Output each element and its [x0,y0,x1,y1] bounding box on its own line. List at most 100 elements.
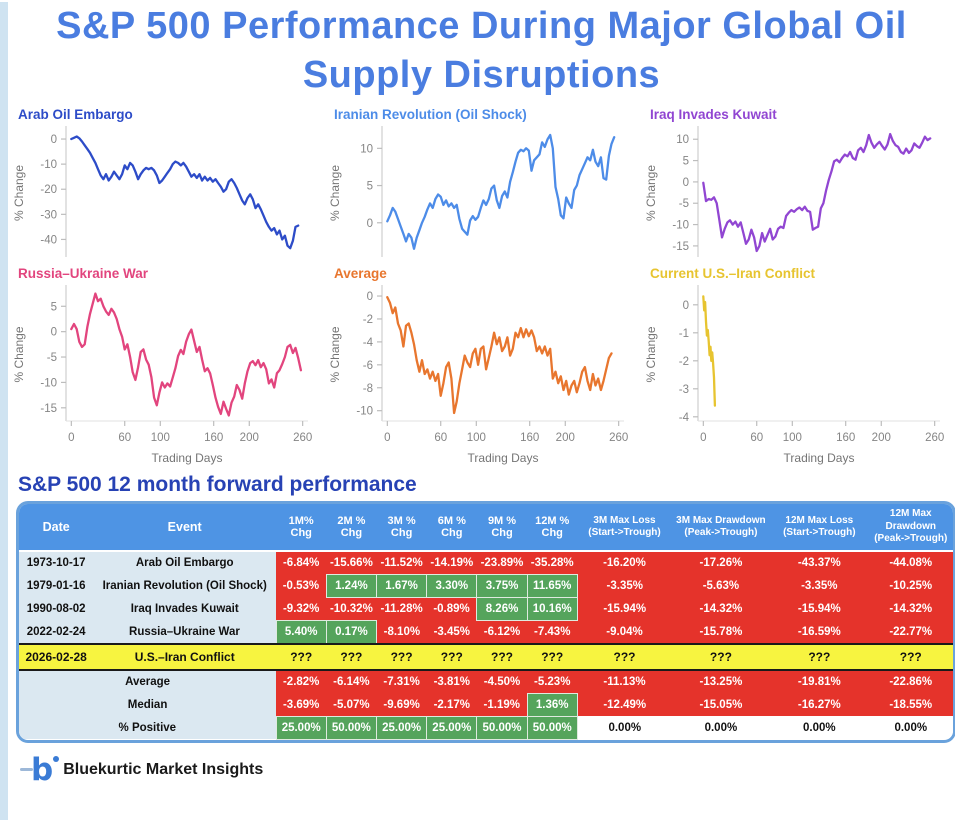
value-cell: -6.84% [276,550,327,575]
svg-text:160: 160 [520,432,539,444]
value-cell: 0.00% [671,716,771,740]
performance-table-wrap: Date Event 1M% Chg 2M % Chg 3M % Chg 6M % Chg… [16,501,955,743]
svg-text:0: 0 [683,177,689,189]
value-cell: -44.08% [868,550,953,575]
value-cell: 25.00% [375,715,428,740]
svg-text:% Change: % Change [12,326,26,382]
svg-text:0: 0 [700,432,706,444]
value-cell: -15.05% [671,693,771,717]
column-header: 3M Max Loss (Start->Trough) [577,504,672,552]
table-row: 1973-10-17 Arab Oil Embargo -6.84% -15.66% -… [19,550,953,575]
value-cell: -14.32% [671,597,771,621]
value-cell: -19.81% [770,669,869,694]
value-cell: 25.00% [275,715,327,740]
svg-text:100: 100 [467,432,486,444]
value-cell: 10.16% [526,596,578,621]
value-cell: -15.66% [326,550,377,575]
value-cell: -43.37% [770,550,869,575]
event-cell: U.S.–Iran Conflict [93,642,277,671]
table-row: 1990-08-02 Iraq Invades Kuwait -9.32% -10.3… [19,596,953,621]
value-cell: -2.17% [426,693,477,717]
svg-text:200: 200 [240,432,259,444]
iranian-revolution-line-chart: 0 5 10 % Change [328,126,616,258]
row-label-cell: Median [19,693,277,717]
svg-text:260: 260 [609,432,628,444]
value-cell: 0.17% [325,619,378,645]
value-cell: 0.00% [577,716,672,740]
table-row: Average -2.82% -6.14% -7.31% -3.81% -4.50% -5.… [19,669,953,694]
table-row: 1979-01-16 Iranian Revolution (Oil Shock)… [19,573,953,598]
chart-average: Average 0 -2 -4 -6 -8 -10 % Change 0 60 100 160 200… [326,264,642,469]
chart-title-average: Average [334,266,387,282]
svg-text:-8: -8 [363,383,373,395]
value-cell: -15.78% [671,620,771,644]
date-cell: 2022-02-24 [19,620,94,644]
page-title-line1: S&P 500 Performance During Major Global … [56,5,907,47]
svg-text:200: 200 [872,432,891,444]
column-header: 12M % Chg [527,504,578,552]
svg-text:5: 5 [367,181,373,193]
logo-dot [53,755,60,762]
svg-text:0: 0 [367,291,373,303]
row-label-cell: Average [19,669,277,694]
infographic-root: S&P 500 Performance During Major Global … [0,2,955,787]
svg-text:-4: -4 [363,337,374,349]
value-cell: -11.28% [376,597,427,621]
value-cell: 3.75% [476,573,528,598]
value-cell: 1.67% [375,573,428,598]
value-cell: 0.00% [770,716,869,740]
svg-text:% Change: % Change [644,165,658,221]
value-cell: 1.24% [325,573,378,598]
column-header: 9M % Chg [476,504,528,552]
value-cell: -16.27% [770,693,869,717]
svg-text:-10: -10 [356,406,373,418]
svg-text:0: 0 [683,300,689,312]
svg-text:-1: -1 [679,328,689,340]
value-cell: -3.45% [426,620,477,644]
svg-text:-5: -5 [47,352,57,364]
chart-title-iraq-invades-kuwait: Iraq Invades Kuwait [650,107,777,123]
value-cell: -1.19% [476,693,528,717]
value-cell: -13.25% [671,669,771,694]
value-cell: -9.04% [577,620,672,644]
value-cell: ??? [671,642,771,671]
value-cell: -16.59% [770,620,869,644]
svg-text:-4: -4 [679,412,690,424]
value-cell: 3.30% [426,573,478,598]
date-cell: 1973-10-17 [19,550,94,575]
value-cell: -6.12% [476,620,528,644]
value-cell: -0.89% [426,597,477,621]
svg-text:-15: -15 [672,241,689,253]
svg-text:% Change: % Change [644,326,658,382]
logo-letter-b: b [31,751,54,788]
page-title: S&P 500 Performance During Major Global … [34,2,929,99]
column-header: 12M Max Drawdown (Peak->Trough) [868,504,953,552]
value-cell: ??? [476,642,528,671]
column-header: 12M Max Loss (Start->Trough) [770,504,869,552]
value-cell: -3.81% [426,669,477,694]
chart-title-russia-ukraine-war: Russia–Ukraine War [18,266,149,282]
svg-text:-2: -2 [363,314,373,326]
svg-text:-5: -5 [679,198,689,210]
value-cell: -5.23% [527,669,578,694]
column-header: Date [19,504,94,552]
value-cell: -6.14% [326,669,377,694]
date-cell: 2026-02-28 [19,642,94,671]
chart-title-iranian-revolution: Iranian Revolution (Oil Shock) [334,107,527,123]
logo-dash [20,768,33,772]
table-row: Median -3.69% -5.07% -9.69% -2.17% -1.19% 1.36… [19,692,953,717]
value-cell: 50.00% [526,715,578,740]
svg-text:% Change: % Change [328,326,342,382]
table-heading: S&P 500 12 month forward performance [18,473,417,497]
value-cell: -15.94% [770,597,869,621]
chart-title-current-us-iran-conflict: Current U.S.–Iran Conflict [650,266,816,282]
value-cell: -7.31% [376,669,427,694]
column-header: 3M Max Drawdown (Peak->Trough) [671,504,771,552]
value-cell: -3.69% [276,693,327,717]
value-cell: -9.32% [276,597,327,621]
value-cell: ??? [376,642,427,671]
value-cell: 8.26% [476,596,528,621]
svg-text:-2: -2 [679,356,689,368]
value-cell: -7.43% [527,620,578,644]
svg-text:Trading Days: Trading Days [468,451,539,465]
